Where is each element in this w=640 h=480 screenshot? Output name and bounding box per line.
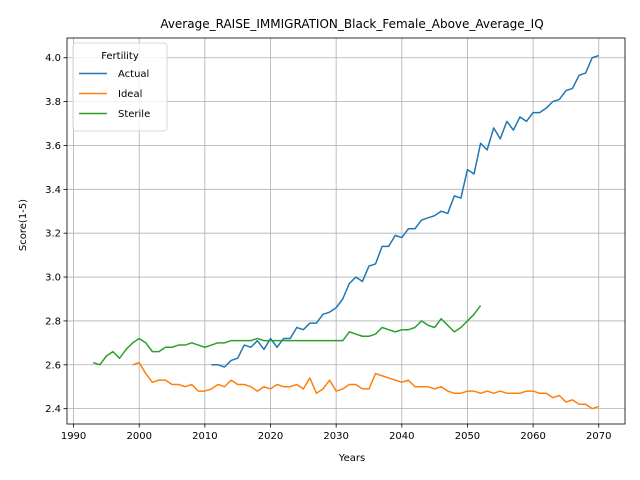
- x-axis-label: Years: [338, 453, 365, 464]
- legend-label-sterile: Sterile: [118, 109, 150, 120]
- axes-frame: [66, 37, 626, 425]
- legend: Fertility Actual Ideal Sterile: [72, 42, 168, 132]
- x-tick-label: 2030: [323, 431, 348, 442]
- x-tick-label: 2050: [455, 431, 480, 442]
- y-tick-label: 2.8: [45, 316, 61, 327]
- x-tick-label: 1990: [61, 431, 86, 442]
- chart-title: Average_RAISE_IMMIGRATION_Black_Female_A…: [160, 17, 543, 31]
- legend-title: Fertility: [101, 51, 139, 62]
- y-tick-label: 2.6: [45, 360, 61, 371]
- legend-label-ideal: Ideal: [118, 89, 142, 100]
- x-tick-label: 2000: [126, 431, 151, 442]
- x-tick-label: 2020: [258, 431, 283, 442]
- y-tick-label: 3.0: [45, 273, 61, 284]
- series-line-ideal: [132, 361, 599, 410]
- series-line-sterile: [93, 305, 482, 366]
- x-tick-label: 2010: [192, 431, 217, 442]
- grid: [67, 38, 625, 424]
- x-tick-label: 2060: [520, 431, 545, 442]
- legend-box: [72, 42, 168, 132]
- x-tick-label: 2040: [389, 431, 414, 442]
- y-tick-label: 3.8: [45, 97, 61, 108]
- legend-label-actual: Actual: [118, 69, 149, 80]
- ticks: 1990 2000 2010 2020 2030 2040 2050 2060 2070 2.4 2…: [45, 53, 611, 442]
- x-tick-label: 2070: [586, 431, 611, 442]
- y-tick-label: 3.4: [45, 185, 61, 196]
- y-tick-label: 3.6: [45, 141, 61, 152]
- y-tick-label: 2.4: [45, 404, 61, 415]
- y-tick-label: 4.0: [45, 53, 61, 64]
- y-tick-label: 3.2: [45, 229, 61, 240]
- series-layer: [93, 54, 599, 410]
- y-axis-label: Score(1-5): [18, 199, 29, 251]
- series-line-actual: [211, 54, 599, 368]
